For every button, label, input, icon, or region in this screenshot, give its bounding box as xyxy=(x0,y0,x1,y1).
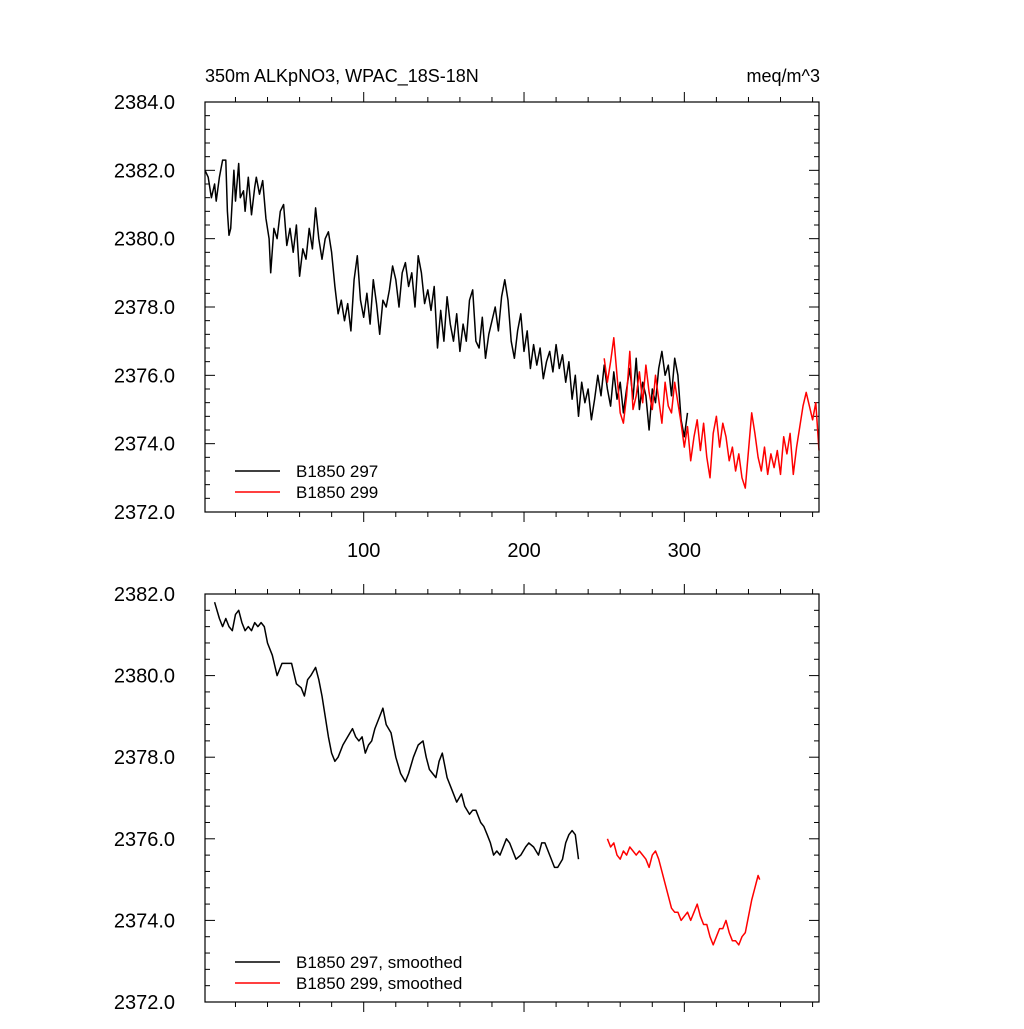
series-line-b1850-297-smoothed xyxy=(213,601,580,869)
legend-label-299-smoothed: B1850 299, smoothed xyxy=(296,974,462,993)
bottom-y-tick-labels: 2372.0 2374.0 2376.0 2378.0 2380.0 2382.0 xyxy=(114,584,175,1014)
y-tick-label: 2372.0 xyxy=(114,502,175,524)
x-tick-label: 100 xyxy=(347,540,380,562)
y-tick-label: 2376.0 xyxy=(114,829,175,851)
series-line-b1850-297 xyxy=(204,159,689,438)
y-tick-label: 2382.0 xyxy=(114,584,175,606)
y-tick-label: 2380.0 xyxy=(114,229,175,251)
y-tick-label: 2374.0 xyxy=(114,910,175,932)
series-line-b1850-299-smoothed xyxy=(606,838,761,946)
y-tick-label: 2378.0 xyxy=(114,747,175,769)
legend-label-299: B1850 299 xyxy=(296,483,378,502)
legend-label-297-smoothed: B1850 297, smoothed xyxy=(296,953,462,972)
bottom-plot-frame xyxy=(204,593,820,1003)
top-series xyxy=(204,159,820,489)
y-tick-label: 2382.0 xyxy=(114,160,175,182)
y-tick-label: 2378.0 xyxy=(114,297,175,319)
x-tick-label: 200 xyxy=(507,540,540,562)
top-y-tick-labels: 2372.0 2374.0 2376.0 2378.0 2380.0 2382.0 2384… xyxy=(114,92,175,524)
y-tick-label: 2374.0 xyxy=(114,434,175,456)
legend-label-297: B1850 297 xyxy=(296,462,378,481)
top-ticks xyxy=(205,92,819,522)
chart-title: 350m ALKpNO3, WPAC_18S-18N xyxy=(205,66,479,87)
y-tick-label: 2380.0 xyxy=(114,666,175,688)
top-plot-frame xyxy=(204,101,820,513)
y-tick-label: 2376.0 xyxy=(114,365,175,387)
top-chart: 350m ALKpNO3, WPAC_18S-18N meq/m^3 2372.… xyxy=(114,66,820,562)
top-legend: B1850 297 B1850 299 xyxy=(235,462,378,502)
x-tick-label: 300 xyxy=(668,540,701,562)
bottom-series xyxy=(213,601,761,946)
chart-units: meq/m^3 xyxy=(747,66,820,86)
bottom-chart: 2372.0 2374.0 2376.0 2378.0 2380.0 2382.0 B18… xyxy=(114,584,820,1014)
top-x-tick-labels: 100 200 300 xyxy=(347,540,701,562)
y-tick-label: 2372.0 xyxy=(114,992,175,1014)
bottom-ticks xyxy=(205,584,819,1012)
bottom-legend: B1850 297, smoothed B1850 299, smoothed xyxy=(235,953,462,993)
y-tick-label: 2384.0 xyxy=(114,92,175,114)
series-line-b1850-299 xyxy=(603,337,820,489)
